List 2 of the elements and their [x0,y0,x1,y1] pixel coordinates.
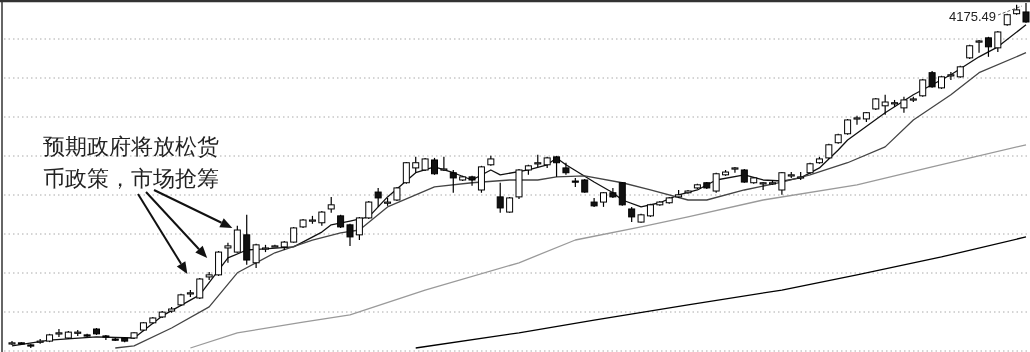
annotation: 4175.49 [949,9,996,24]
annotation: 预期政府将放松货币政策，市场抢筹 [43,134,219,191]
